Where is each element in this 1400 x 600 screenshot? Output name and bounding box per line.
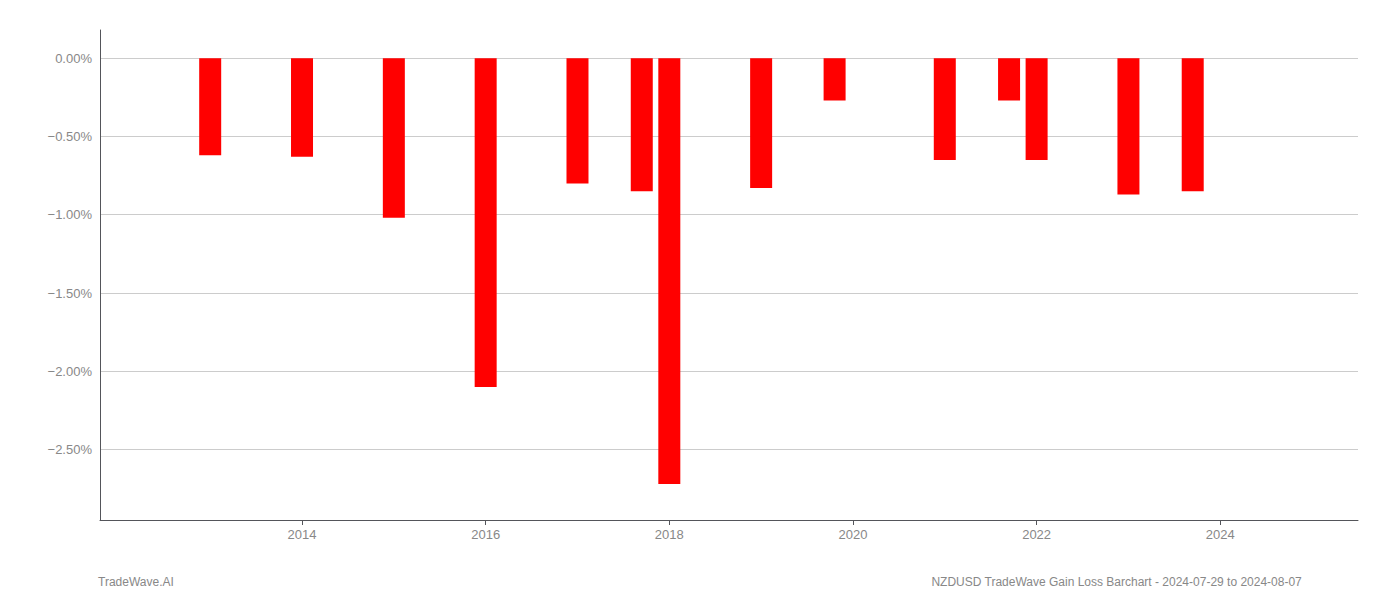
svg-text:−1.00%: −1.00%: [48, 207, 93, 222]
svg-text:−0.50%: −0.50%: [48, 129, 93, 144]
svg-text:2016: 2016: [471, 527, 500, 542]
svg-text:2018: 2018: [655, 527, 684, 542]
svg-text:2022: 2022: [1022, 527, 1051, 542]
svg-text:−2.50%: −2.50%: [48, 442, 93, 457]
svg-text:2024: 2024: [1206, 527, 1235, 542]
svg-text:2020: 2020: [839, 527, 868, 542]
svg-text:TradeWave.AI: TradeWave.AI: [98, 575, 174, 589]
svg-text:NZDUSD TradeWave Gain Loss Bar: NZDUSD TradeWave Gain Loss Barchart - 20…: [931, 575, 1302, 589]
svg-text:2014: 2014: [288, 527, 317, 542]
svg-text:−1.50%: −1.50%: [48, 286, 93, 301]
svg-text:−2.00%: −2.00%: [48, 364, 93, 379]
svg-text:0.00%: 0.00%: [55, 51, 92, 66]
